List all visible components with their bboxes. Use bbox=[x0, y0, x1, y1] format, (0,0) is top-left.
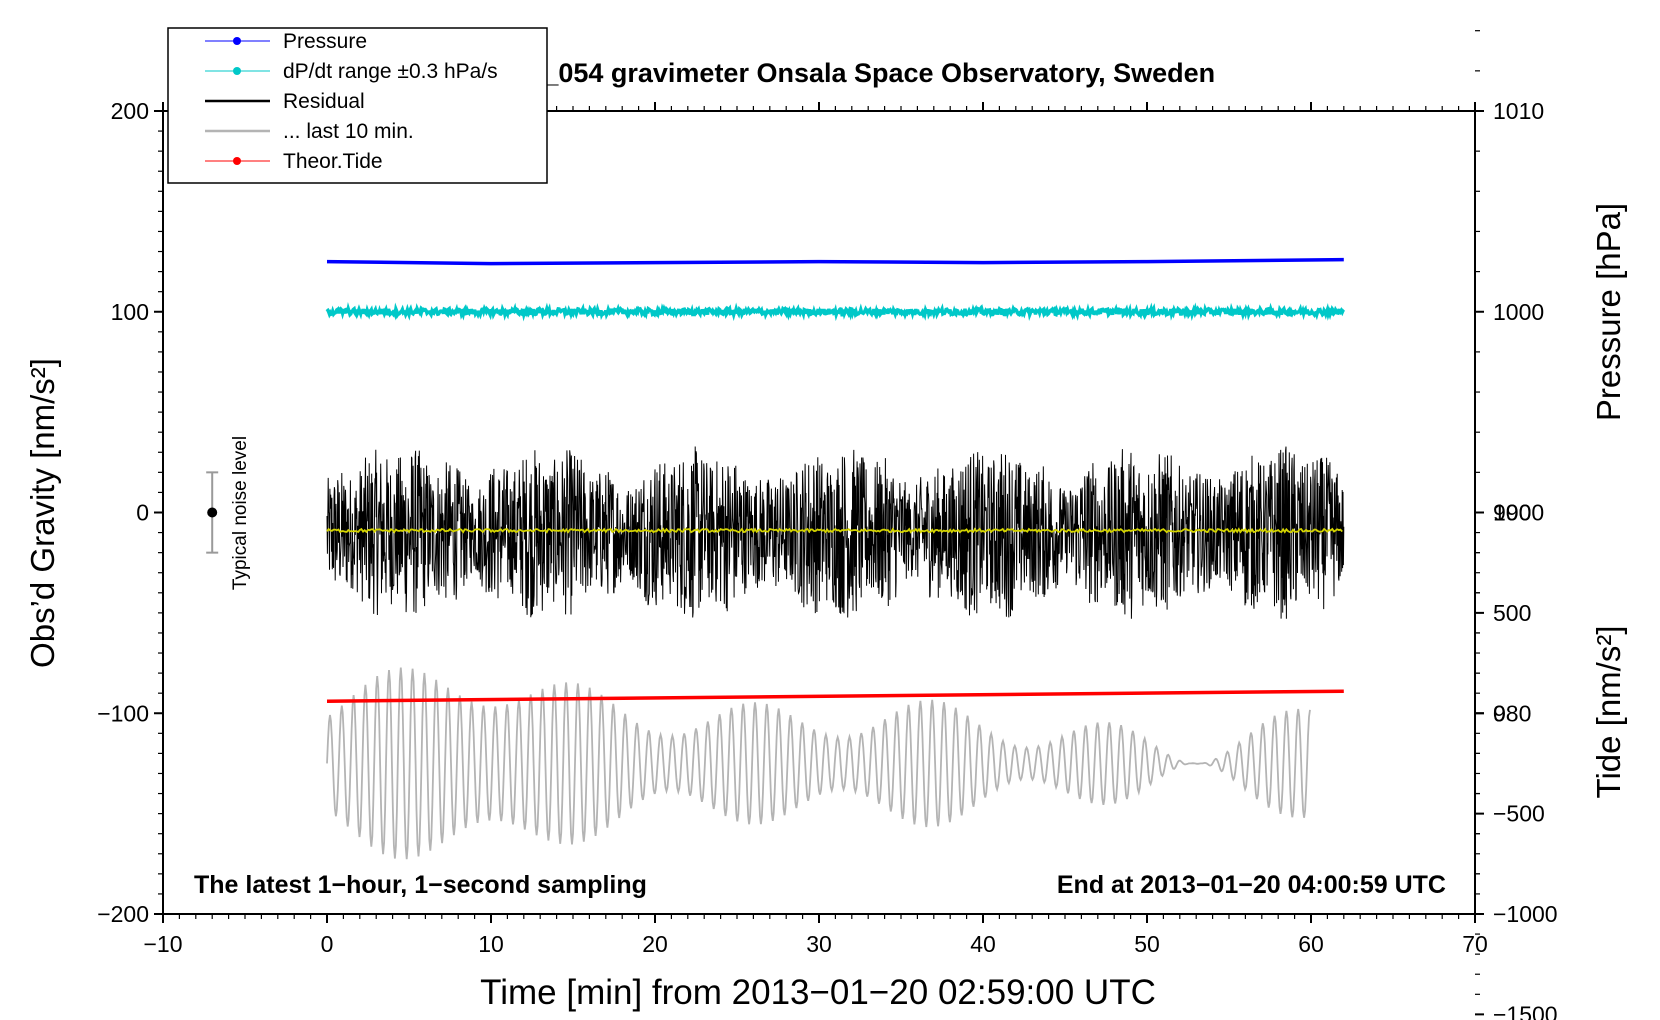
legend-item: Theor.Tide bbox=[205, 150, 383, 173]
tide-tick-label: 500 bbox=[1493, 600, 1531, 626]
tide-tick-label: −500 bbox=[1493, 801, 1545, 827]
annotation-sampling: The latest 1−hour, 1−second sampling bbox=[194, 871, 647, 899]
pressure-tick-label: 990 bbox=[1493, 500, 1531, 526]
legend-label: ... last 10 min. bbox=[283, 120, 414, 143]
x-tick-label: 60 bbox=[1298, 931, 1324, 957]
series-layer bbox=[325, 257, 1346, 860]
pressure-tick-label: 1000 bbox=[1493, 299, 1544, 325]
pressure-tick-label: 1010 bbox=[1493, 98, 1544, 124]
axis-ticks: −10 0 10 20 30 40 50 60 70−200−10001002009809901… bbox=[97, 30, 1558, 1020]
chart-title: SCG_054 gravimeter Onsala Space Observat… bbox=[485, 58, 1215, 88]
legend-item: ... last 10 min. bbox=[205, 120, 414, 143]
pressure-tick-label: 980 bbox=[1493, 700, 1531, 726]
series-theor-tide bbox=[326, 689, 1344, 703]
tide-tick-label: −1000 bbox=[1493, 901, 1558, 927]
legend-marker bbox=[233, 67, 241, 75]
x-tick-label: −10 bbox=[143, 931, 182, 957]
series-pressure bbox=[326, 257, 1344, 266]
tide-tick-label: 0 bbox=[1493, 700, 1506, 726]
legend-label: dP/dt range ±0.3 hPa/s bbox=[283, 60, 498, 83]
y-tick-label: 0 bbox=[136, 500, 149, 526]
y-axis-label-tide: Tide [nm/s²] bbox=[1590, 626, 1627, 799]
y-tick-label: 100 bbox=[111, 299, 149, 325]
legend-item: Residual bbox=[205, 90, 365, 113]
x-tick-label: 10 bbox=[478, 931, 504, 957]
series-last-10-min bbox=[326, 667, 1311, 860]
legend-marker bbox=[233, 157, 241, 165]
x-tick-label: 40 bbox=[970, 931, 996, 957]
legend-label: Pressure bbox=[283, 30, 367, 53]
legend: Pressure dP/dt range ±0.3 hPa/s Residual..… bbox=[167, 27, 548, 184]
x-axis-label: Time [min] from 2013−01−20 02:59:00 UTC bbox=[480, 973, 1156, 1012]
y-tick-label: −200 bbox=[97, 901, 149, 927]
typical-noise-indicator: Typical noise level bbox=[206, 436, 251, 590]
x-tick-label: 30 bbox=[806, 931, 832, 957]
y-axis-label-pressure: Pressure [hPa] bbox=[1590, 203, 1627, 421]
noise-label: Typical noise level bbox=[230, 436, 251, 590]
x-tick-label: 50 bbox=[1134, 931, 1160, 957]
annotation-end-time: End at 2013−01−20 04:00:59 UTC bbox=[1057, 871, 1446, 899]
noise-center-dot bbox=[207, 507, 218, 518]
x-tick-label: 0 bbox=[321, 931, 334, 957]
tide-tick-label: −1500 bbox=[1493, 1001, 1558, 1020]
y-tick-label: −100 bbox=[97, 700, 149, 726]
legend-label: Residual bbox=[283, 90, 365, 113]
series-residual-mean bbox=[326, 527, 1343, 534]
x-tick-label: 70 bbox=[1462, 931, 1488, 957]
series-residual bbox=[326, 446, 1345, 619]
tide-tick-label: 1000 bbox=[1493, 500, 1544, 526]
y-axis-label-left: Obs’d Gravity [nm/s²] bbox=[24, 358, 61, 668]
legend-box bbox=[167, 27, 548, 184]
legend-item: Pressure bbox=[205, 30, 367, 53]
legend-item: dP/dt range ±0.3 hPa/s bbox=[205, 60, 498, 83]
legend-label: Theor.Tide bbox=[283, 150, 383, 173]
x-tick-label: 20 bbox=[642, 931, 668, 957]
legend-marker bbox=[233, 37, 241, 45]
y-tick-label: 200 bbox=[111, 98, 149, 124]
series-dpdt bbox=[325, 302, 1346, 322]
